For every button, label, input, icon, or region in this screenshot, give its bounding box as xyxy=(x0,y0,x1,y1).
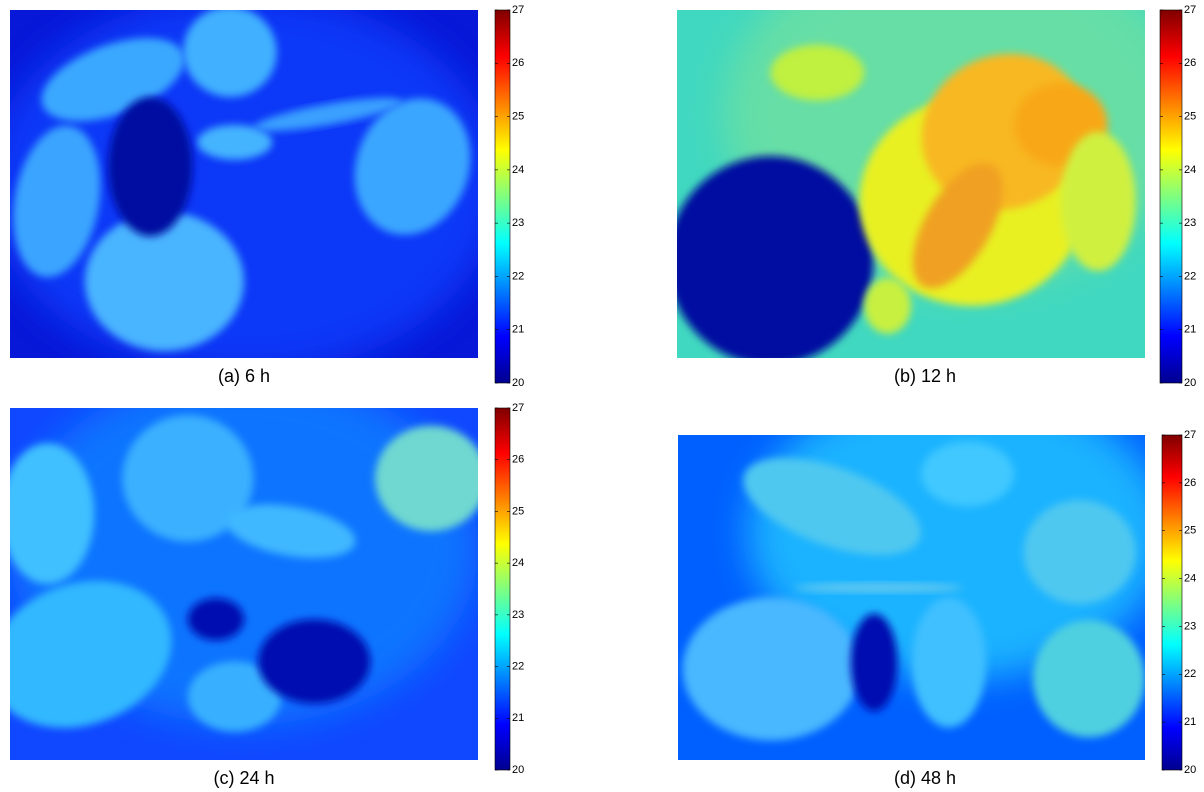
colorbar-tick-label: 20 xyxy=(1184,377,1196,389)
colorbar-tick-label: 24 xyxy=(512,557,524,569)
colorbar-tick-label: 26 xyxy=(1184,477,1196,489)
leaf xyxy=(1061,132,1136,271)
colorbar-tick-label: 27 xyxy=(1184,429,1196,441)
colorbar-tick-label: 21 xyxy=(1184,324,1196,336)
colorbar-tick-label: 25 xyxy=(1184,525,1196,537)
colorbar-tick-label: 23 xyxy=(1184,217,1196,229)
colorbar-tick-label: 23 xyxy=(512,609,524,621)
leaf xyxy=(85,212,244,351)
leaf xyxy=(795,583,963,593)
caption: (b) 12 h xyxy=(894,366,956,386)
colorbar-tick-label: 27 xyxy=(1184,4,1196,16)
leaf xyxy=(912,598,987,728)
colorbar xyxy=(495,408,510,770)
figure: 20 21 22 23 24 25 26 27 (a) 6 h 20 21 22 23 24 25 26 27 (… xyxy=(0,0,1204,792)
colorbar-tick-label: 21 xyxy=(1184,716,1196,728)
leaf xyxy=(851,614,898,712)
leaf xyxy=(258,619,370,703)
caption: (a) 6 h xyxy=(218,366,270,386)
colorbar-tick-label: 26 xyxy=(512,57,524,69)
colorbar-tick-label: 23 xyxy=(1184,620,1196,632)
panel: 20 21 22 23 24 25 26 27 (a) 6 h xyxy=(0,0,524,389)
colorbar-tick-label: 22 xyxy=(1184,270,1196,282)
leaf xyxy=(668,156,874,365)
colorbar xyxy=(495,10,510,383)
colorbar-tick-label: 23 xyxy=(512,217,524,229)
colorbar xyxy=(1160,10,1182,383)
colorbar-tick-label: 24 xyxy=(1184,572,1196,584)
colorbar-tick-label: 21 xyxy=(512,712,524,724)
thermal-image xyxy=(0,373,487,760)
leaf xyxy=(375,426,487,532)
leaf xyxy=(771,45,865,101)
thermal-image xyxy=(668,0,1192,365)
caption: (c) 24 h xyxy=(213,768,274,788)
panel: 20 21 22 23 24 25 26 27 (b) 12 h xyxy=(668,0,1197,389)
thermal-image xyxy=(678,386,1168,760)
colorbar-tick-label: 25 xyxy=(512,110,524,122)
colorbar-tick-label: 26 xyxy=(512,454,524,466)
colorbar-tick-label: 27 xyxy=(512,4,524,16)
colorbar xyxy=(1162,435,1182,770)
panel: 20 21 22 23 24 25 26 27 (d) 48 h xyxy=(678,386,1196,788)
colorbar-tick-label: 22 xyxy=(512,660,524,672)
colorbar-tick-label: 20 xyxy=(512,377,524,389)
colorbar-tick-label: 26 xyxy=(1184,57,1196,69)
leaf xyxy=(683,598,860,741)
panel: 20 21 22 23 24 25 26 27 (c) 24 h xyxy=(0,373,524,788)
colorbar-tick-label: 24 xyxy=(1184,164,1196,176)
leaf xyxy=(108,97,192,236)
thermal-image xyxy=(0,0,501,375)
colorbar-tick-label: 25 xyxy=(1184,110,1196,122)
leaf xyxy=(1024,500,1136,604)
colorbar-tick-label: 21 xyxy=(512,324,524,336)
leaf xyxy=(864,278,911,334)
colorbar-tick-label: 20 xyxy=(512,764,524,776)
colorbar-tick-label: 27 xyxy=(512,402,524,414)
caption: (d) 48 h xyxy=(894,768,956,788)
leaf xyxy=(1033,620,1145,737)
colorbar-tick-label: 25 xyxy=(512,505,524,517)
colorbar-tick-label: 20 xyxy=(1184,764,1196,776)
leaf xyxy=(188,598,244,640)
colorbar-tick-label: 24 xyxy=(512,164,524,176)
leaf xyxy=(1,443,95,584)
leaf xyxy=(921,442,1014,507)
colorbar-tick-label: 22 xyxy=(512,270,524,282)
colorbar-tick-label: 22 xyxy=(1184,668,1196,680)
